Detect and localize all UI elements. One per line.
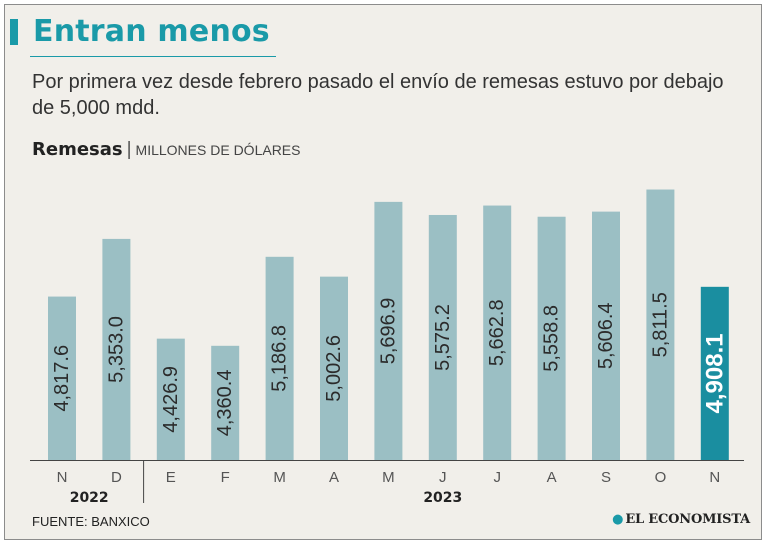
bar (265, 256, 294, 460)
bar (537, 216, 566, 460)
bar-value-label: 5,811.5 (649, 292, 671, 357)
series-heading: Remesas | MILLONES DE DÓLARES (32, 139, 300, 161)
bar (211, 345, 240, 460)
bar-value-label: 5,696.9 (377, 298, 399, 365)
x-tick-label: E (166, 469, 176, 486)
x-tick-label: S (601, 469, 611, 486)
x-tick-label: F (221, 469, 230, 486)
year-label: 2023 (423, 490, 462, 506)
bar-value-label: 5,575.2 (432, 304, 454, 371)
x-tick-label: N (709, 469, 720, 486)
bar-value-label: 5,002.6 (323, 335, 345, 402)
bar-value-label: 5,186.8 (269, 325, 291, 392)
bar-value-label: 4,426.9 (160, 366, 182, 433)
bar (320, 276, 348, 460)
year-label: 2022 (70, 490, 109, 506)
x-tick-label: J (493, 469, 501, 486)
brand-icon: ● (612, 512, 624, 527)
bar-value-label: 4,908.1 (701, 333, 728, 413)
bar-value-label: 4,817.6 (51, 345, 73, 412)
source-note: FUENTE: BANXICO (32, 514, 150, 529)
title-accent-bar (10, 19, 18, 45)
bar-value-label: 5,662.8 (486, 299, 508, 366)
x-tick-label: A (547, 469, 557, 486)
x-tick-label: N (57, 469, 68, 486)
brand-name: EL ECONOMISTA (625, 512, 750, 527)
bar-value-label: 5,353.0 (105, 316, 127, 383)
bar (48, 296, 76, 460)
bar (646, 189, 675, 460)
bar (102, 238, 131, 460)
bar-value-label: 5,558.8 (541, 305, 563, 372)
series-name: Remesas (32, 139, 123, 160)
x-tick-label: M (273, 469, 286, 486)
series-units: MILLONES DE DÓLARES (135, 142, 301, 158)
bar (374, 201, 403, 460)
bar-value-label: 5,606.4 (595, 302, 617, 369)
bar-value-label: 4,360.4 (214, 370, 236, 437)
x-tick-label: O (655, 469, 667, 486)
brand-logo: ● EL ECONOMISTA (612, 512, 750, 527)
x-tick-label: M (382, 469, 395, 486)
bar (483, 205, 512, 460)
chart-title: Entran menos (33, 14, 270, 49)
x-tick-label: J (439, 469, 447, 486)
chart-subtitle: Por primera vez desde febrero pasado el … (32, 71, 724, 119)
bar (592, 211, 620, 460)
x-tick-label: D (111, 469, 122, 486)
bar (156, 338, 185, 460)
bar (428, 214, 457, 460)
title-underline (30, 56, 276, 57)
heading-separator: | (126, 139, 132, 160)
x-tick-label: A (329, 469, 339, 486)
bar (700, 286, 729, 460)
